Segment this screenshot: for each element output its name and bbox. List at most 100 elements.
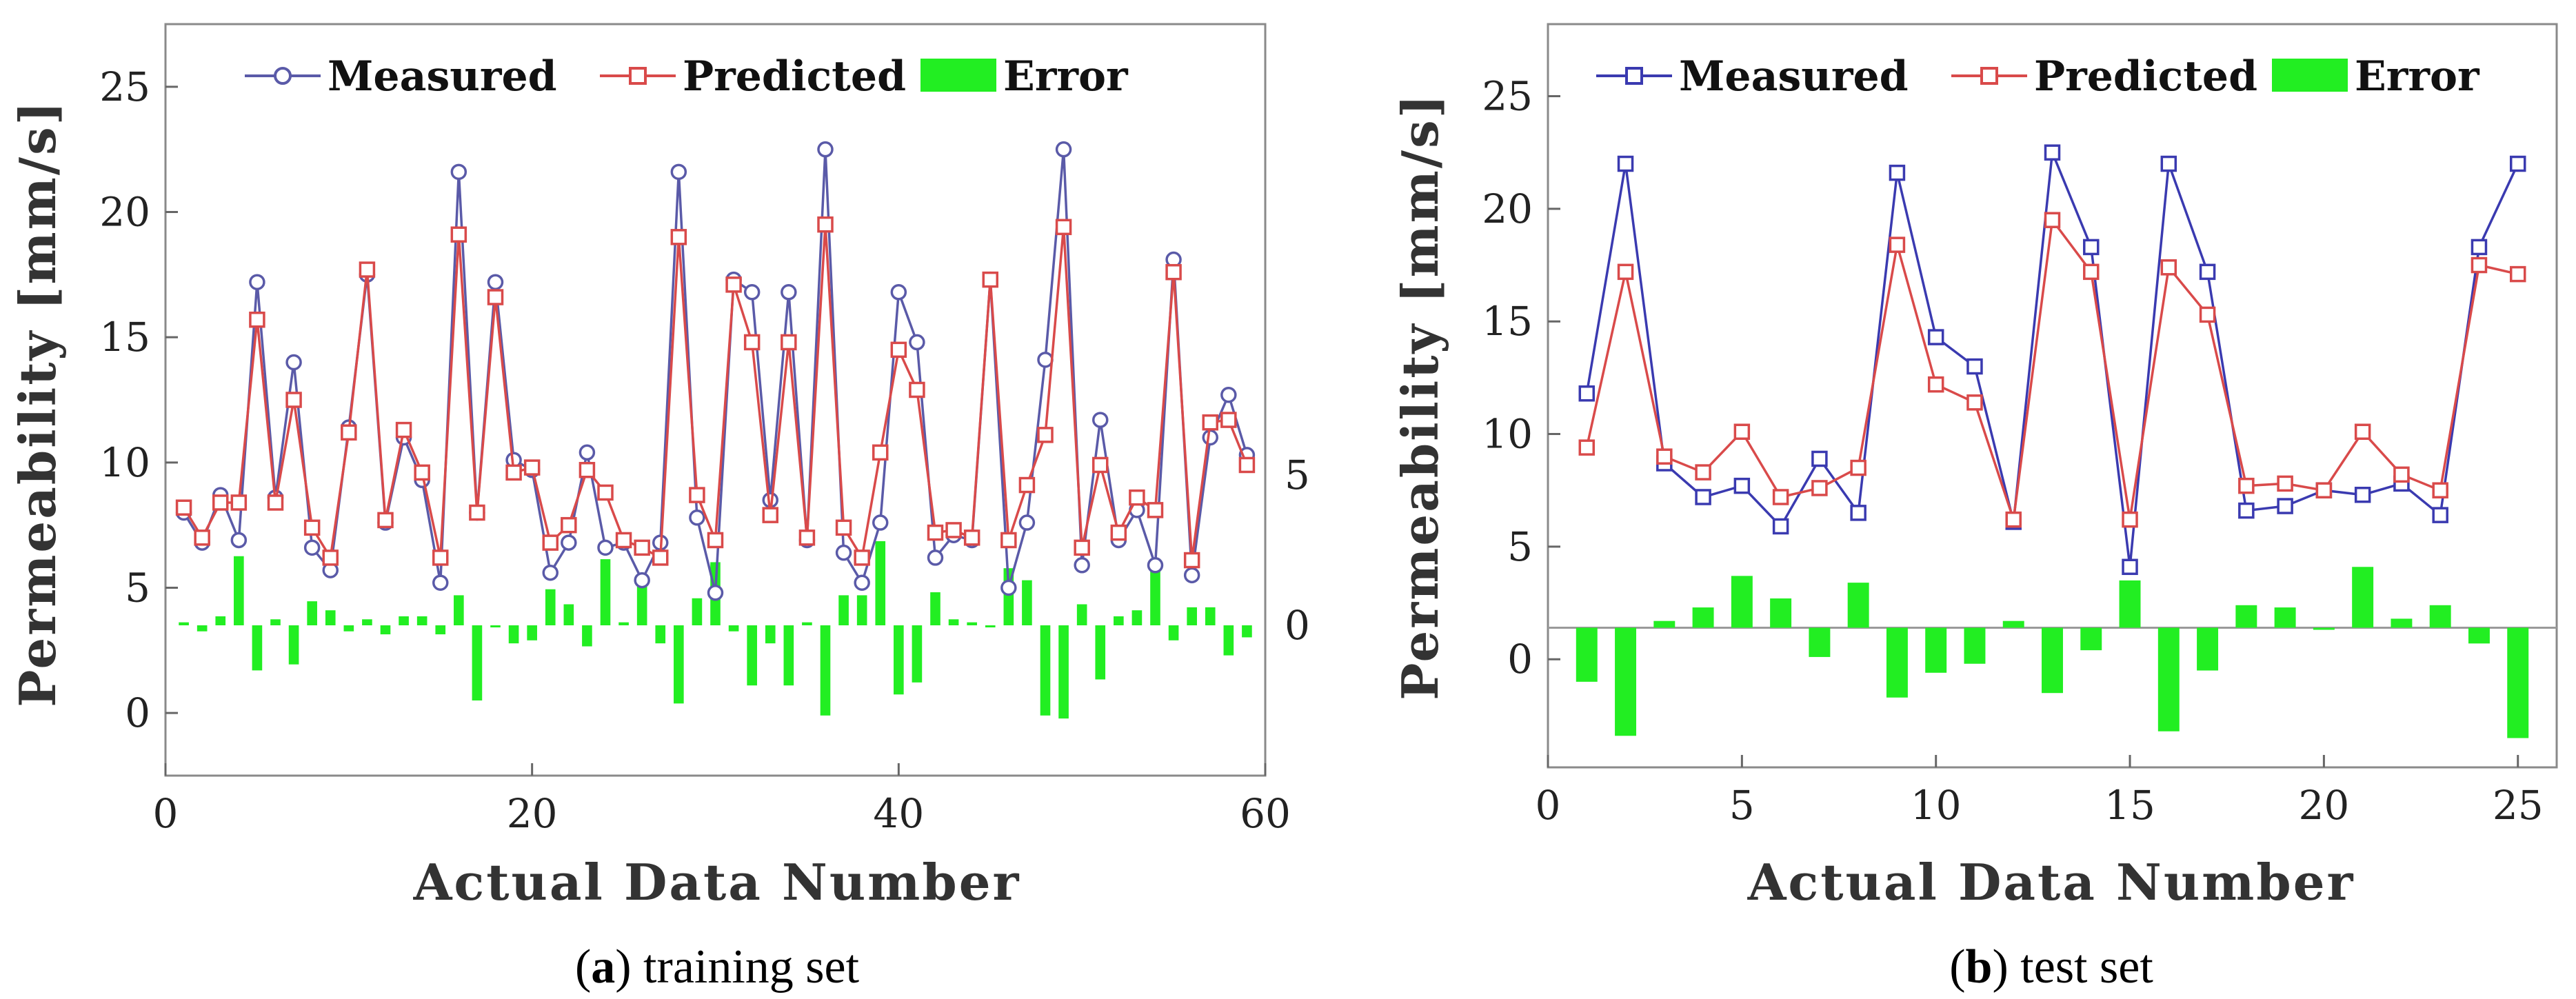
b-predicted-point-22 <box>2393 466 2410 483</box>
legend-a-error-swatch <box>920 59 996 92</box>
b-measured-point-16 <box>2160 155 2177 172</box>
b-measured-point-10 <box>1927 329 1944 345</box>
legend-a-measured-label: Measured <box>328 52 557 101</box>
a-measured-point-32 <box>743 284 761 301</box>
a-predicted-point-28 <box>670 229 687 245</box>
legend-a-predicted-label: Predicted <box>683 52 906 101</box>
b-error-bar-16 <box>2157 627 2180 731</box>
a-measured-point-56 <box>1183 567 1200 584</box>
legend-a-predicted-marker <box>629 67 647 85</box>
a-predicted-point-8 <box>303 519 321 536</box>
a-measured-point-34 <box>781 284 797 301</box>
a-predicted-point-16 <box>450 226 467 243</box>
a-error-bar-40 <box>894 625 904 695</box>
a-predicted-point-46 <box>1000 532 1017 549</box>
a-measured-point-40 <box>890 284 907 301</box>
b-measured-point-5 <box>1733 477 1751 494</box>
panel-b-legend: Measured Predicted Error <box>1596 52 2480 101</box>
b-predicted-point-11 <box>1966 394 1983 411</box>
a-predicted-point-31 <box>725 276 742 293</box>
legend-b-predicted-label: Predicted <box>2034 52 2257 101</box>
b-measured-point-18 <box>2238 502 2255 519</box>
b-predicted-point-18 <box>2238 477 2255 494</box>
b-measured-point-2 <box>1617 155 1634 172</box>
b-measured-point-24 <box>2471 239 2488 256</box>
b-predicted-point-2 <box>1617 263 1634 281</box>
a-predicted-point-6 <box>267 494 284 511</box>
a-error-bar-58 <box>1223 625 1234 656</box>
panel-a-y-tick-labels: 0 5 10 15 20 25 <box>99 63 150 736</box>
a-error-bar-4 <box>234 556 244 625</box>
a-error-bar-14 <box>416 616 427 625</box>
a-predicted-point-35 <box>798 529 816 546</box>
b-error-bar-8 <box>1847 583 1869 628</box>
b-predicted-point-10 <box>1927 376 1944 393</box>
a-error-bar-55 <box>1168 625 1179 640</box>
b-predicted-point-24 <box>2471 256 2488 274</box>
legend-a-measured-marker <box>274 67 292 85</box>
a-error-bar-32 <box>747 625 757 686</box>
legend-b-measured-marker <box>1625 67 1643 85</box>
a-measured-point-42 <box>927 549 944 566</box>
a-predicted-point-47 <box>1018 476 1036 494</box>
b-ytick-label-2: 10 <box>1482 411 1533 458</box>
a-error-bar-7 <box>288 625 299 665</box>
b-predicted-point-15 <box>2122 511 2138 528</box>
b-predicted-point-12 <box>2005 511 2022 528</box>
panel-b-test-set: 0 5 10 15 20 25 0 5 10 15 20 25 Measured Predicted… <box>1391 23 2558 993</box>
a-error-bar-24 <box>600 559 611 625</box>
a-error-bar-12 <box>380 625 391 635</box>
b-error-bar-22 <box>2391 618 2413 628</box>
a-predicted-point-58 <box>1220 412 1237 428</box>
a-error-bar-5 <box>252 625 263 671</box>
b-measured-point-7 <box>1811 450 1828 467</box>
a-predicted-point-7 <box>285 392 302 408</box>
b-xtick-label-3: 15 <box>2104 782 2155 829</box>
panel-a-y-axis-title: Permeability [mm/s] <box>8 99 67 707</box>
a-measured-point-26 <box>634 572 650 589</box>
a-predicted-point-43 <box>945 522 962 538</box>
b-error-bar-13 <box>2042 627 2063 694</box>
b-predicted-point-1 <box>1578 439 1596 456</box>
a-predicted-point-37 <box>835 519 852 536</box>
panel-a-y2-tick-labels: 05 <box>1285 452 1310 649</box>
a-error-bar-25 <box>618 622 629 625</box>
panel-a-caption: (a) training set <box>575 940 860 993</box>
a-predicted-point-42 <box>927 524 944 541</box>
a-error-bar-45 <box>985 625 996 627</box>
panel-b-caption-text: ) test set <box>1992 940 2153 993</box>
a-predicted-point-5 <box>249 311 265 328</box>
a-error-bar-43 <box>948 619 959 625</box>
a-error-bar-38 <box>856 595 867 625</box>
a-ytick-label-0: 0 <box>125 689 150 736</box>
a-measured-point-30 <box>707 585 724 601</box>
a-measured-point-22 <box>561 534 577 551</box>
a-predicted-point-20 <box>523 459 541 476</box>
a-measured-point-16 <box>450 163 467 181</box>
a-predicted-point-24 <box>597 484 614 501</box>
b-predicted-point-14 <box>2083 263 2100 281</box>
a-error-bar-10 <box>343 625 354 632</box>
a-error-bar-52 <box>1114 616 1124 625</box>
b-predicted-point-4 <box>1695 464 1711 481</box>
b-xtick-label-1: 5 <box>1729 782 1755 829</box>
a-predicted-point-4 <box>230 494 248 511</box>
a-predicted-point-38 <box>854 549 870 566</box>
a-error-bar-50 <box>1076 604 1087 625</box>
a-error-bar-57 <box>1205 607 1216 625</box>
a-error-bar-11 <box>362 619 372 625</box>
a-error-bar-19 <box>508 625 519 644</box>
a-error-bar-36 <box>820 625 831 716</box>
a-error-bar-2 <box>197 625 208 632</box>
b-measured-point-1 <box>1578 385 1596 402</box>
a-error-bar-23 <box>582 625 592 647</box>
a-error-bar-41 <box>912 625 923 683</box>
a-error-bar-22 <box>563 604 574 625</box>
a-predicted-point-22 <box>561 516 577 534</box>
a-measured-point-49 <box>1055 141 1072 158</box>
b-measured-point-21 <box>2354 486 2371 503</box>
b-xtick-label-5: 25 <box>2493 782 2544 829</box>
b-error-bar-25 <box>2507 627 2529 738</box>
panel-a-tick-marks <box>164 85 1267 776</box>
